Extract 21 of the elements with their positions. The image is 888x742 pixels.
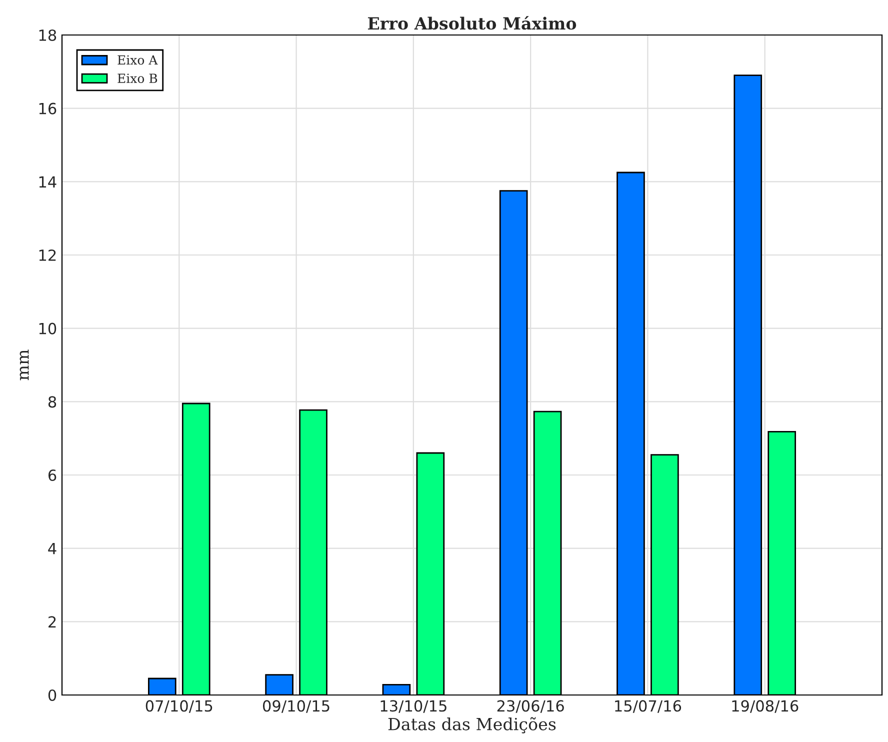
x-tick-label: 09/10/15 (262, 700, 330, 713)
y-tick-label: 4 (48, 543, 56, 554)
y-tick-label: 0 (48, 689, 56, 702)
y-axis-title: mm (20, 350, 29, 380)
legend-label: Eixo B (118, 74, 158, 84)
y-tick-label: 18 (39, 29, 56, 42)
y-tick-label: 8 (48, 396, 56, 408)
y-tick-label: 14 (39, 176, 56, 188)
legend-label: Eixo A (118, 55, 158, 65)
x-tick-label: 13/10/15 (380, 700, 446, 713)
chart-title: Erro Absoluto Máximo (368, 16, 576, 30)
x-tick-label: 07/10/15 (146, 700, 212, 713)
y-tick-label: 2 (48, 616, 56, 628)
x-tick-label: 23/06/16 (497, 700, 564, 713)
x-tick-label: 15/07/16 (615, 700, 682, 713)
x-axis-title: Datas das Medições (388, 717, 556, 734)
y-tick-label: 10 (39, 322, 56, 334)
y-tick-label: 12 (39, 249, 56, 261)
y-tick-label: 16 (39, 102, 56, 114)
x-tick-label: 19/08/16 (732, 700, 798, 713)
y-tick-label: 6 (48, 469, 56, 482)
